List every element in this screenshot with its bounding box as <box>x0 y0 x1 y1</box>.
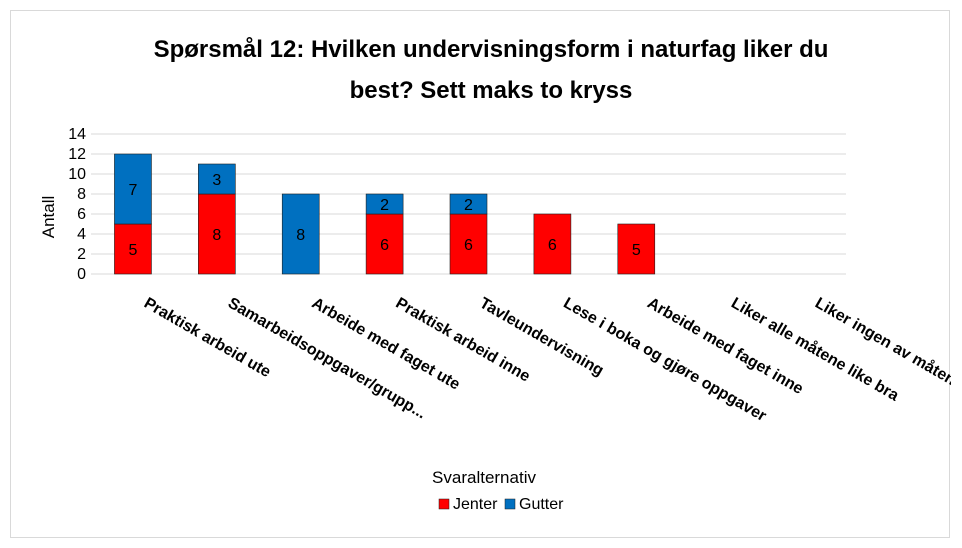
chart-frame: Spørsmål 12: Hvilken undervisningsform i… <box>10 10 951 538</box>
bar-gutter-2 <box>281 193 320 275</box>
y-tick-label: 12 <box>68 146 86 163</box>
chart-title-line-1: Spørsmål 12: Hvilken undervisningsform i… <box>154 36 829 63</box>
data-label-gutter-1: 3 <box>212 172 221 189</box>
y-tick-label: 6 <box>77 206 86 223</box>
category-labels: Praktisk arbeid uteSamarbeidsoppgaver/gr… <box>141 294 951 425</box>
category-label-6: Arbeide med faget inne <box>644 295 806 398</box>
data-label-jenter-6: 5 <box>632 242 641 259</box>
bar-jenter-1 <box>198 193 236 275</box>
category-label-3: Praktisk arbeid inne <box>393 295 533 386</box>
category-label-2: Arbeide med faget ute <box>309 295 463 394</box>
legend-swatch-gutter <box>504 498 516 510</box>
data-labels: 5 7 8 3 8 6 2 6 2 6 5 <box>128 172 640 259</box>
y-tick-label: 2 <box>77 246 86 263</box>
data-label-gutter-0: 7 <box>128 182 137 199</box>
data-label-jenter-5: 6 <box>548 237 557 254</box>
data-label-jenter-1: 8 <box>212 227 221 244</box>
data-label-jenter-4: 6 <box>464 237 473 254</box>
legend-label-gutter: Gutter <box>519 496 564 513</box>
data-label-jenter-3: 6 <box>380 237 389 254</box>
bar-jenter-5 <box>533 213 572 275</box>
y-tick-label: 0 <box>77 266 86 283</box>
y-tick-label: 8 <box>77 186 86 203</box>
y-tick-label: 14 <box>68 126 86 143</box>
legend-swatch-jenter <box>438 498 450 510</box>
chart-title-line-2: best? Sett maks to kryss <box>350 77 633 104</box>
bars <box>114 153 656 275</box>
data-label-gutter-3: 2 <box>380 197 389 214</box>
data-label-jenter-0: 5 <box>128 242 137 259</box>
y-axis-ticks: 0 2 4 6 8 10 12 14 <box>68 126 86 283</box>
data-label-gutter-2: 8 <box>296 227 305 244</box>
bar-gutter-1 <box>198 163 236 195</box>
bar-gutter-0 <box>114 153 152 225</box>
chart-svg: Spørsmål 12: Hvilken undervisningsform i… <box>39 36 951 513</box>
y-tick-label: 4 <box>77 226 86 243</box>
data-label-gutter-4: 2 <box>464 197 473 214</box>
bar-gutter-4 <box>449 193 488 215</box>
bar-jenter-6 <box>617 223 656 275</box>
y-axis-title: Antall <box>39 196 58 239</box>
bar-gutter-3 <box>365 193 404 215</box>
legend-label-jenter: Jenter <box>453 496 498 513</box>
bar-jenter-0 <box>114 223 152 275</box>
legend: Jenter Gutter <box>438 496 564 513</box>
x-axis-title: Svaralternativ <box>432 468 536 487</box>
y-tick-label: 10 <box>68 166 86 183</box>
